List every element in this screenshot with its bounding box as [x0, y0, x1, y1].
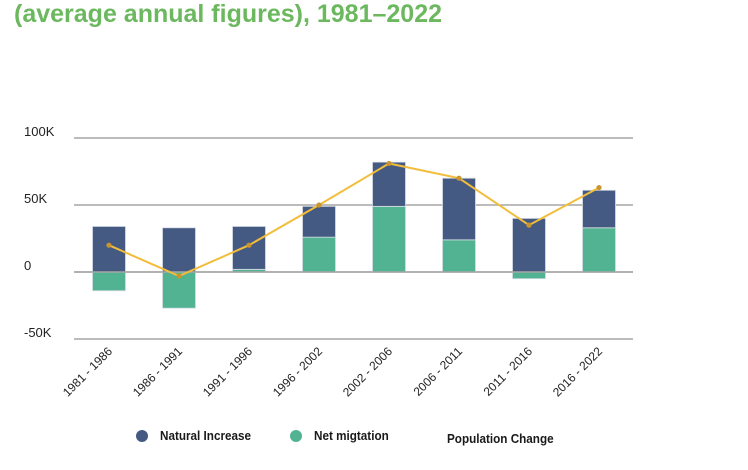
natural-increase-bar: [442, 177, 476, 241]
legend-label: Net migtation: [314, 428, 389, 443]
population-change-point: [176, 273, 182, 279]
natural-increase-bar: [232, 226, 266, 270]
natural-increase-bar: [162, 227, 196, 273]
population-change-point: [456, 175, 462, 181]
natural-increase-marker-icon: [136, 429, 148, 442]
natural-increase-bar: [512, 217, 546, 273]
legend-label: Natural Increase: [160, 428, 252, 443]
net-migration-marker-icon: [290, 429, 302, 442]
chart-title: (average annual figures), 1981–2022: [14, 0, 443, 28]
population-change-series-line: [108, 162, 600, 278]
legend-label: Population Change: [447, 431, 554, 446]
x-tick-label: 2002 - 2006: [340, 344, 395, 399]
net-migration-bar: [442, 239, 476, 273]
net-migration-bar: [582, 227, 616, 273]
legend-item-population-change: Population Change: [447, 431, 565, 446]
x-tick-label: 2006 - 2011: [411, 344, 466, 399]
y-tick-label: -50K: [24, 325, 52, 340]
net-migration-bar: [92, 271, 126, 292]
x-tick-label: 2011 - 2016: [481, 344, 536, 399]
x-tick-label: 1986 - 1991: [130, 344, 185, 399]
net-migration-bar: [512, 271, 546, 280]
population-change-point: [526, 222, 532, 228]
x-tick-label: 1996 - 2002: [270, 344, 325, 399]
chart-plot: 100K 50K 0 -50K 1981 - 1986 1986 - 1991 1991 …: [24, 124, 633, 399]
natural-increase-bar: [372, 161, 406, 207]
net-migration-bar: [302, 236, 336, 273]
x-tick-label: 1981 - 1986: [60, 344, 115, 399]
net-migration-bar: [372, 205, 406, 273]
population-change-point: [386, 160, 392, 167]
legend-item-natural-increase: Natural Increase: [136, 428, 261, 443]
y-tick-label: 50K: [24, 191, 47, 206]
x-tick-label: 1991 - 1996: [200, 344, 255, 399]
legend: Natural Increase Net migtation Populatio…: [0, 428, 748, 452]
population-change-point: [106, 242, 112, 248]
population-change-point: [596, 184, 602, 191]
population-change-line: [106, 160, 602, 279]
population-change-point: [246, 242, 252, 248]
population-change-point: [316, 202, 322, 208]
x-axis-ticks: 1981 - 1986 1986 - 1991 1991 - 1996 1996 - …: [60, 344, 605, 399]
natural-increase-bar: [582, 189, 616, 229]
y-tick-label: 0: [24, 258, 31, 273]
gridlines: [74, 137, 633, 340]
y-tick-label: 100K: [24, 124, 55, 139]
y-axis-ticks: 100K 50K 0 -50K: [24, 124, 55, 340]
legend-item-net-migration: Net migtation: [290, 428, 397, 443]
x-tick-label: 2016 - 2022: [550, 344, 605, 399]
